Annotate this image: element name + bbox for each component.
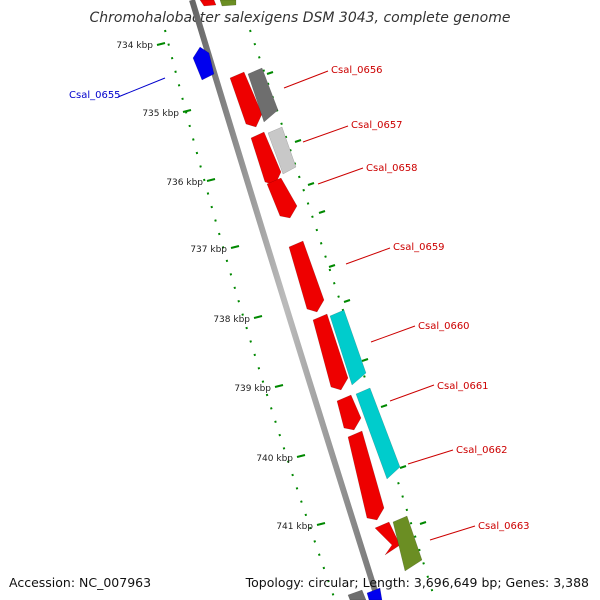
outer-tick (361, 358, 369, 362)
gene-label[interactable]: Csal_0658 (366, 163, 418, 174)
outer-tick (266, 71, 274, 75)
scale-tick-label: 741 kbp (276, 522, 313, 532)
scale-tick (182, 109, 192, 113)
gene-leader-line (317, 167, 364, 185)
accession-text: Accession: NC_007963 (9, 575, 152, 590)
genome-backbone (189, 0, 381, 600)
outer-tick (307, 182, 315, 186)
scale-tick (296, 454, 306, 458)
gene-arrow (347, 430, 385, 521)
gene-label[interactable]: Csal_0660 (418, 321, 470, 332)
scale-tick (206, 178, 216, 182)
gene-leader-line (283, 70, 329, 89)
scale-tick-label: 739 kbp (234, 384, 271, 394)
gene-label[interactable]: Csal_0661 (437, 381, 489, 392)
scale-tick-label: 737 kbp (190, 245, 227, 255)
outer-tick (343, 299, 351, 303)
gene-label[interactable]: Csal_0655 (69, 90, 121, 101)
outer-tick (318, 210, 326, 214)
gene-leader-line (345, 247, 391, 265)
gene-arrow (229, 71, 263, 128)
gene-arrow (374, 521, 401, 556)
scale-tick (253, 315, 263, 319)
gene-leader-line (302, 125, 349, 143)
gene-leader-line (117, 77, 166, 98)
gene-arrow (336, 394, 362, 431)
scale-tick (274, 384, 284, 388)
gene-label[interactable]: Csal_0656 (331, 65, 383, 76)
gene-label[interactable]: Csal_0662 (456, 445, 508, 456)
scale-tick-label: 735 kbp (142, 109, 179, 119)
gene-arrow (250, 131, 282, 186)
outer-tick (294, 139, 302, 143)
gene-arrow (219, 0, 237, 7)
outer-tick (380, 404, 388, 408)
outer-tick (328, 264, 336, 268)
gene-label[interactable]: Csal_0659 (393, 242, 445, 253)
gene-arrow (366, 587, 383, 600)
scale-tick-label: 738 kbp (213, 315, 250, 325)
scale-tick-label: 736 kbp (166, 178, 203, 188)
gene-label[interactable]: Csal_0657 (351, 120, 403, 131)
gene-arrow (192, 46, 215, 81)
scale-tick-label: 740 kbp (256, 454, 293, 464)
scale-tick (316, 522, 326, 526)
gene-leader-line (389, 384, 435, 402)
gene-arrow (267, 126, 297, 175)
gene-arrow (288, 240, 325, 313)
gene-leader-line (370, 325, 416, 343)
gene-leader-line (407, 449, 454, 465)
gene-arrow (329, 309, 367, 386)
outer-tick (399, 465, 407, 469)
gene-arrow (247, 67, 279, 123)
genome-info-text: Topology: circular; Length: 3,696,649 bp… (245, 575, 589, 590)
scale-tick-label: 734 kbp (116, 41, 153, 51)
gene-arrow (266, 177, 298, 219)
gene-arrow (347, 589, 367, 600)
gene-leader-line (429, 525, 476, 541)
gene-arrow (312, 313, 349, 391)
gene-label[interactable]: Csal_0663 (478, 521, 530, 532)
inner-dotted-track (164, 29, 336, 600)
outer-tick (419, 521, 427, 525)
scale-tick (156, 42, 166, 46)
scale-tick (230, 245, 240, 249)
gene-arrow (199, 0, 217, 7)
gene-arrow (392, 515, 423, 572)
